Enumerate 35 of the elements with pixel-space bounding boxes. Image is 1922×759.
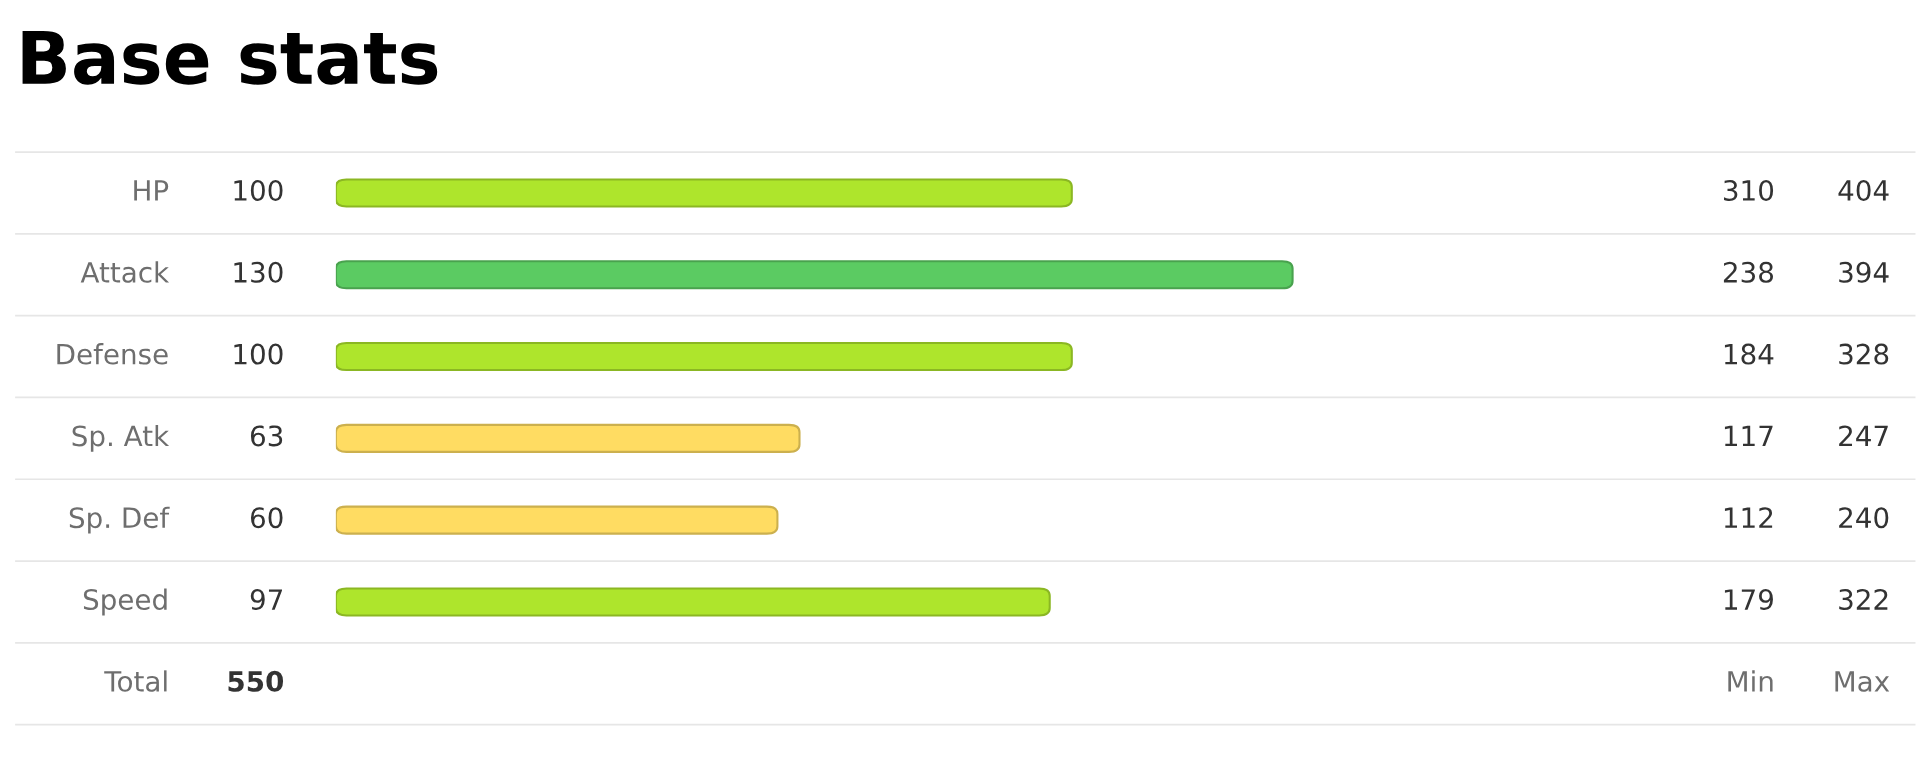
- text: 247: [1839, 425, 1888, 447]
- data-label: 60: [250, 507, 283, 529]
- data-label: 63: [250, 425, 283, 447]
- text: 394: [1839, 261, 1889, 283]
- y-tick-label: Sp. Atk: [72, 424, 170, 452]
- bar: [335, 423, 801, 453]
- y-tick-label: Speed: [83, 588, 167, 616]
- text: 184: [1724, 343, 1774, 365]
- bar: [335, 342, 1073, 372]
- text: 179: [1724, 589, 1773, 611]
- bar: [335, 178, 1073, 208]
- text: 310: [1724, 180, 1774, 202]
- text: 240: [1839, 507, 1889, 529]
- bar: [335, 260, 1294, 290]
- text: Min: [1728, 670, 1773, 692]
- bar: [335, 505, 779, 535]
- text: 322: [1839, 589, 1888, 611]
- text: 404: [1838, 180, 1889, 202]
- text: 117: [1724, 425, 1773, 447]
- y-tick-label: HP: [134, 180, 169, 201]
- data-label: 130: [234, 261, 283, 283]
- y-tick-label: Sp. Def: [69, 506, 170, 534]
- data-label: 100: [234, 343, 283, 365]
- text: Max: [1835, 671, 1890, 692]
- text: 550: [228, 670, 284, 692]
- text: 328: [1839, 343, 1889, 365]
- chart-title: Base stats: [22, 31, 438, 85]
- bar: [335, 587, 1051, 617]
- data-label: 100: [234, 180, 283, 202]
- text: 238: [1723, 261, 1774, 283]
- text: Total: [104, 670, 167, 692]
- y-tick-label: Attack: [80, 261, 170, 283]
- text: 112: [1724, 507, 1773, 528]
- y-tick-label: Defense: [57, 343, 168, 365]
- data-label: 97: [250, 589, 282, 611]
